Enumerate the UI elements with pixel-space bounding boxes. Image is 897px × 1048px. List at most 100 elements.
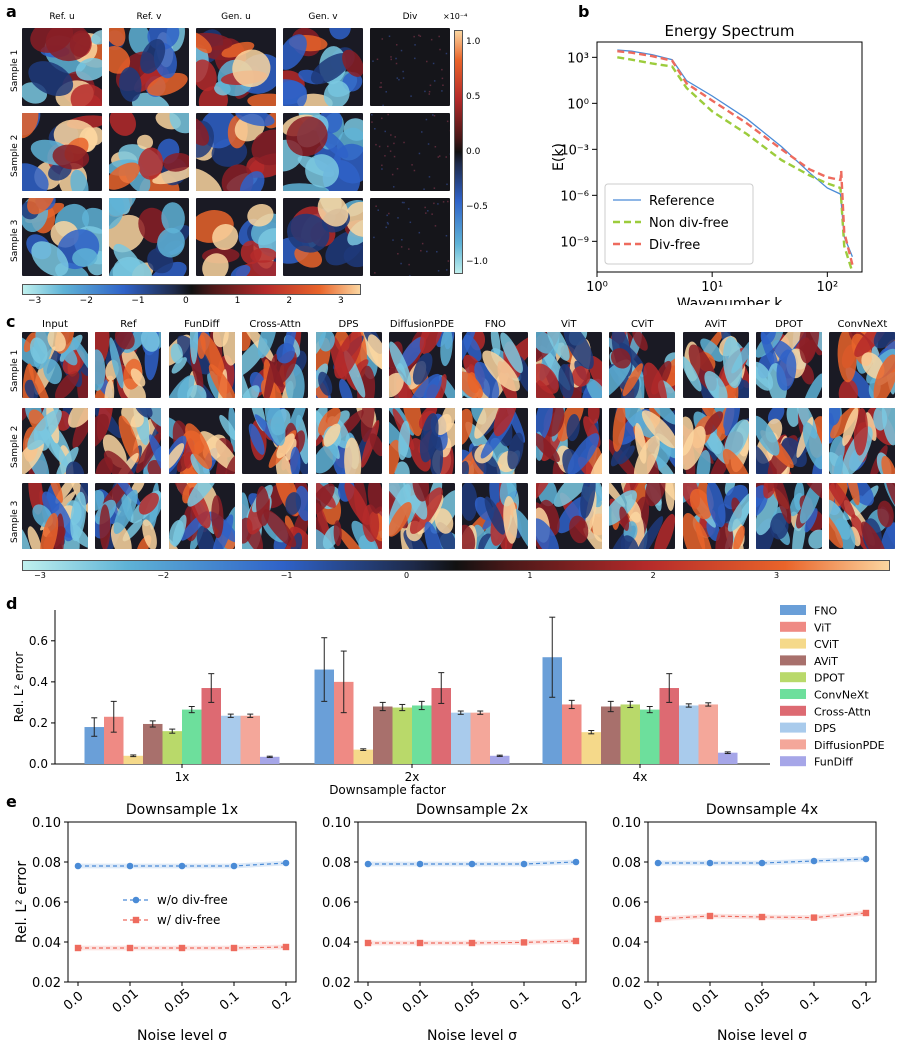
panel-c-colorbar bbox=[22, 560, 890, 571]
field-tile bbox=[829, 483, 896, 549]
panel-c-col-title: Cross-Attn bbox=[249, 319, 302, 330]
legend-box bbox=[604, 183, 754, 265]
plot-frame bbox=[357, 821, 587, 983]
colorbar-tick: −3 bbox=[28, 296, 42, 306]
panel-label-c: c bbox=[6, 312, 16, 331]
field-tile bbox=[315, 483, 382, 549]
bar-ConvNeXt bbox=[182, 709, 202, 764]
field-tile bbox=[535, 483, 602, 549]
bar-FNO bbox=[542, 657, 562, 764]
y-tick-label: 0.4 bbox=[29, 675, 48, 689]
bar-ViT bbox=[562, 704, 582, 764]
legend-label: ConvNeXt bbox=[814, 689, 869, 702]
bar-CViT bbox=[353, 749, 373, 764]
y-tick-label: 0.04 bbox=[612, 936, 641, 951]
bar-CViT bbox=[581, 732, 601, 764]
legend-label: ViT bbox=[814, 621, 831, 634]
y-tick-label: 0.08 bbox=[612, 856, 641, 871]
x-tick-label: 1x bbox=[175, 770, 190, 784]
y-axis-label: Rel. L² error bbox=[12, 652, 26, 723]
data-point bbox=[74, 862, 82, 870]
legend-swatch bbox=[780, 722, 806, 733]
field-tile bbox=[462, 407, 529, 474]
x-tick-label: 0.01 bbox=[400, 986, 432, 1016]
x-tick-label: 10² bbox=[816, 280, 838, 295]
field-tile bbox=[535, 407, 602, 474]
legend-label: Div-free bbox=[649, 238, 700, 253]
bar-FunDiff bbox=[490, 755, 510, 764]
field-tile bbox=[168, 483, 235, 549]
colorbar-tick: 2 bbox=[286, 296, 293, 306]
data-point bbox=[416, 939, 424, 947]
data-point bbox=[282, 943, 290, 951]
legend-swatch bbox=[780, 672, 806, 683]
x-tick-label: 0.1 bbox=[217, 989, 242, 1014]
chart-title: Downsample 2x bbox=[416, 802, 528, 818]
field-tile bbox=[609, 407, 676, 474]
y-tick-label: 10⁻³ bbox=[560, 143, 589, 158]
panel-c-col-title: DPS bbox=[338, 319, 359, 330]
noise-level-charts: Downsample 1x 0.02 0.04 0.06 0.08 0.10 0.0 0.01… bbox=[14, 802, 877, 1044]
y-tick-label: 10⁰ bbox=[567, 97, 589, 112]
panel-a-row-label: Sample 1 bbox=[10, 49, 20, 92]
panel-label-d: d bbox=[6, 594, 18, 613]
y-tick-label: 0.0 bbox=[29, 757, 48, 771]
field-tile bbox=[283, 28, 363, 106]
legend-label: w/o div-free bbox=[157, 893, 228, 907]
panel-c-col-title: Ref bbox=[120, 319, 137, 330]
x-axis-label: Noise level σ bbox=[427, 1028, 517, 1044]
colorbar-tick: 0.0 bbox=[466, 147, 481, 157]
x-tick-label: 4x bbox=[633, 770, 648, 784]
bar-DiffusionPDE bbox=[470, 712, 490, 764]
field-tile bbox=[756, 483, 822, 549]
legend-swatch bbox=[780, 739, 806, 750]
field-tile bbox=[609, 332, 676, 398]
field-tile bbox=[829, 407, 896, 474]
energy-spectrum-chart: Energy Spectrum Wavenumber k E(k) 10⁰ 10¹ 10²… bbox=[551, 22, 863, 305]
data-point bbox=[572, 858, 580, 866]
data-point bbox=[468, 860, 476, 868]
field-tile bbox=[168, 332, 235, 398]
bar-ConvNeXt bbox=[640, 709, 660, 764]
field-tile bbox=[22, 28, 102, 106]
panel-c-col-title: AViT bbox=[704, 319, 727, 330]
panel-label-e: e bbox=[6, 792, 17, 811]
y-tick-label: 10³ bbox=[567, 51, 589, 66]
plot-frame bbox=[647, 821, 877, 983]
panel-a-colorbar-right bbox=[454, 30, 463, 274]
legend-swatch bbox=[780, 638, 806, 649]
data-point bbox=[178, 944, 186, 952]
field-tile bbox=[196, 28, 276, 106]
x-tick-label: 10⁰ bbox=[586, 280, 608, 295]
x-axis-label: Noise level σ bbox=[137, 1028, 227, 1044]
x-tick-label: 0.2 bbox=[849, 989, 874, 1014]
legend-label: Cross-Attn bbox=[814, 705, 871, 718]
legend-label: DPS bbox=[814, 722, 836, 735]
legend-label: Reference bbox=[649, 194, 714, 209]
field-tile bbox=[168, 407, 235, 474]
x-tick-label: 0.1 bbox=[507, 989, 532, 1014]
panel-a-col-title: Gen. v bbox=[308, 12, 338, 22]
legend-marker bbox=[132, 916, 140, 924]
bar-Cross-Attn bbox=[659, 688, 679, 764]
panel-a-col-title: Gen. u bbox=[221, 12, 251, 22]
bar-ConvNeXt bbox=[412, 705, 432, 764]
panel-c-col-title: CViT bbox=[630, 319, 654, 330]
panel-c-col-title: ConvNeXt bbox=[837, 319, 888, 330]
field-tile bbox=[389, 483, 455, 549]
panel-a-col-title: Ref. v bbox=[136, 12, 162, 22]
panel-a-row-label: Sample 2 bbox=[10, 134, 20, 177]
series-line-2 bbox=[617, 50, 854, 265]
y-axis-label: Rel. L² error bbox=[14, 861, 30, 944]
legend-label: AViT bbox=[814, 655, 838, 668]
colorbar-tick: 3 bbox=[338, 296, 344, 306]
field-tile bbox=[196, 198, 276, 276]
x-axis-label: Noise level σ bbox=[717, 1028, 807, 1044]
colorbar-tick: −2 bbox=[157, 571, 170, 580]
legend-label: FNO bbox=[814, 605, 838, 618]
legend-marker bbox=[132, 896, 140, 904]
field-tile bbox=[95, 483, 162, 549]
data-point bbox=[364, 939, 372, 947]
bar-FunDiff bbox=[718, 752, 738, 764]
